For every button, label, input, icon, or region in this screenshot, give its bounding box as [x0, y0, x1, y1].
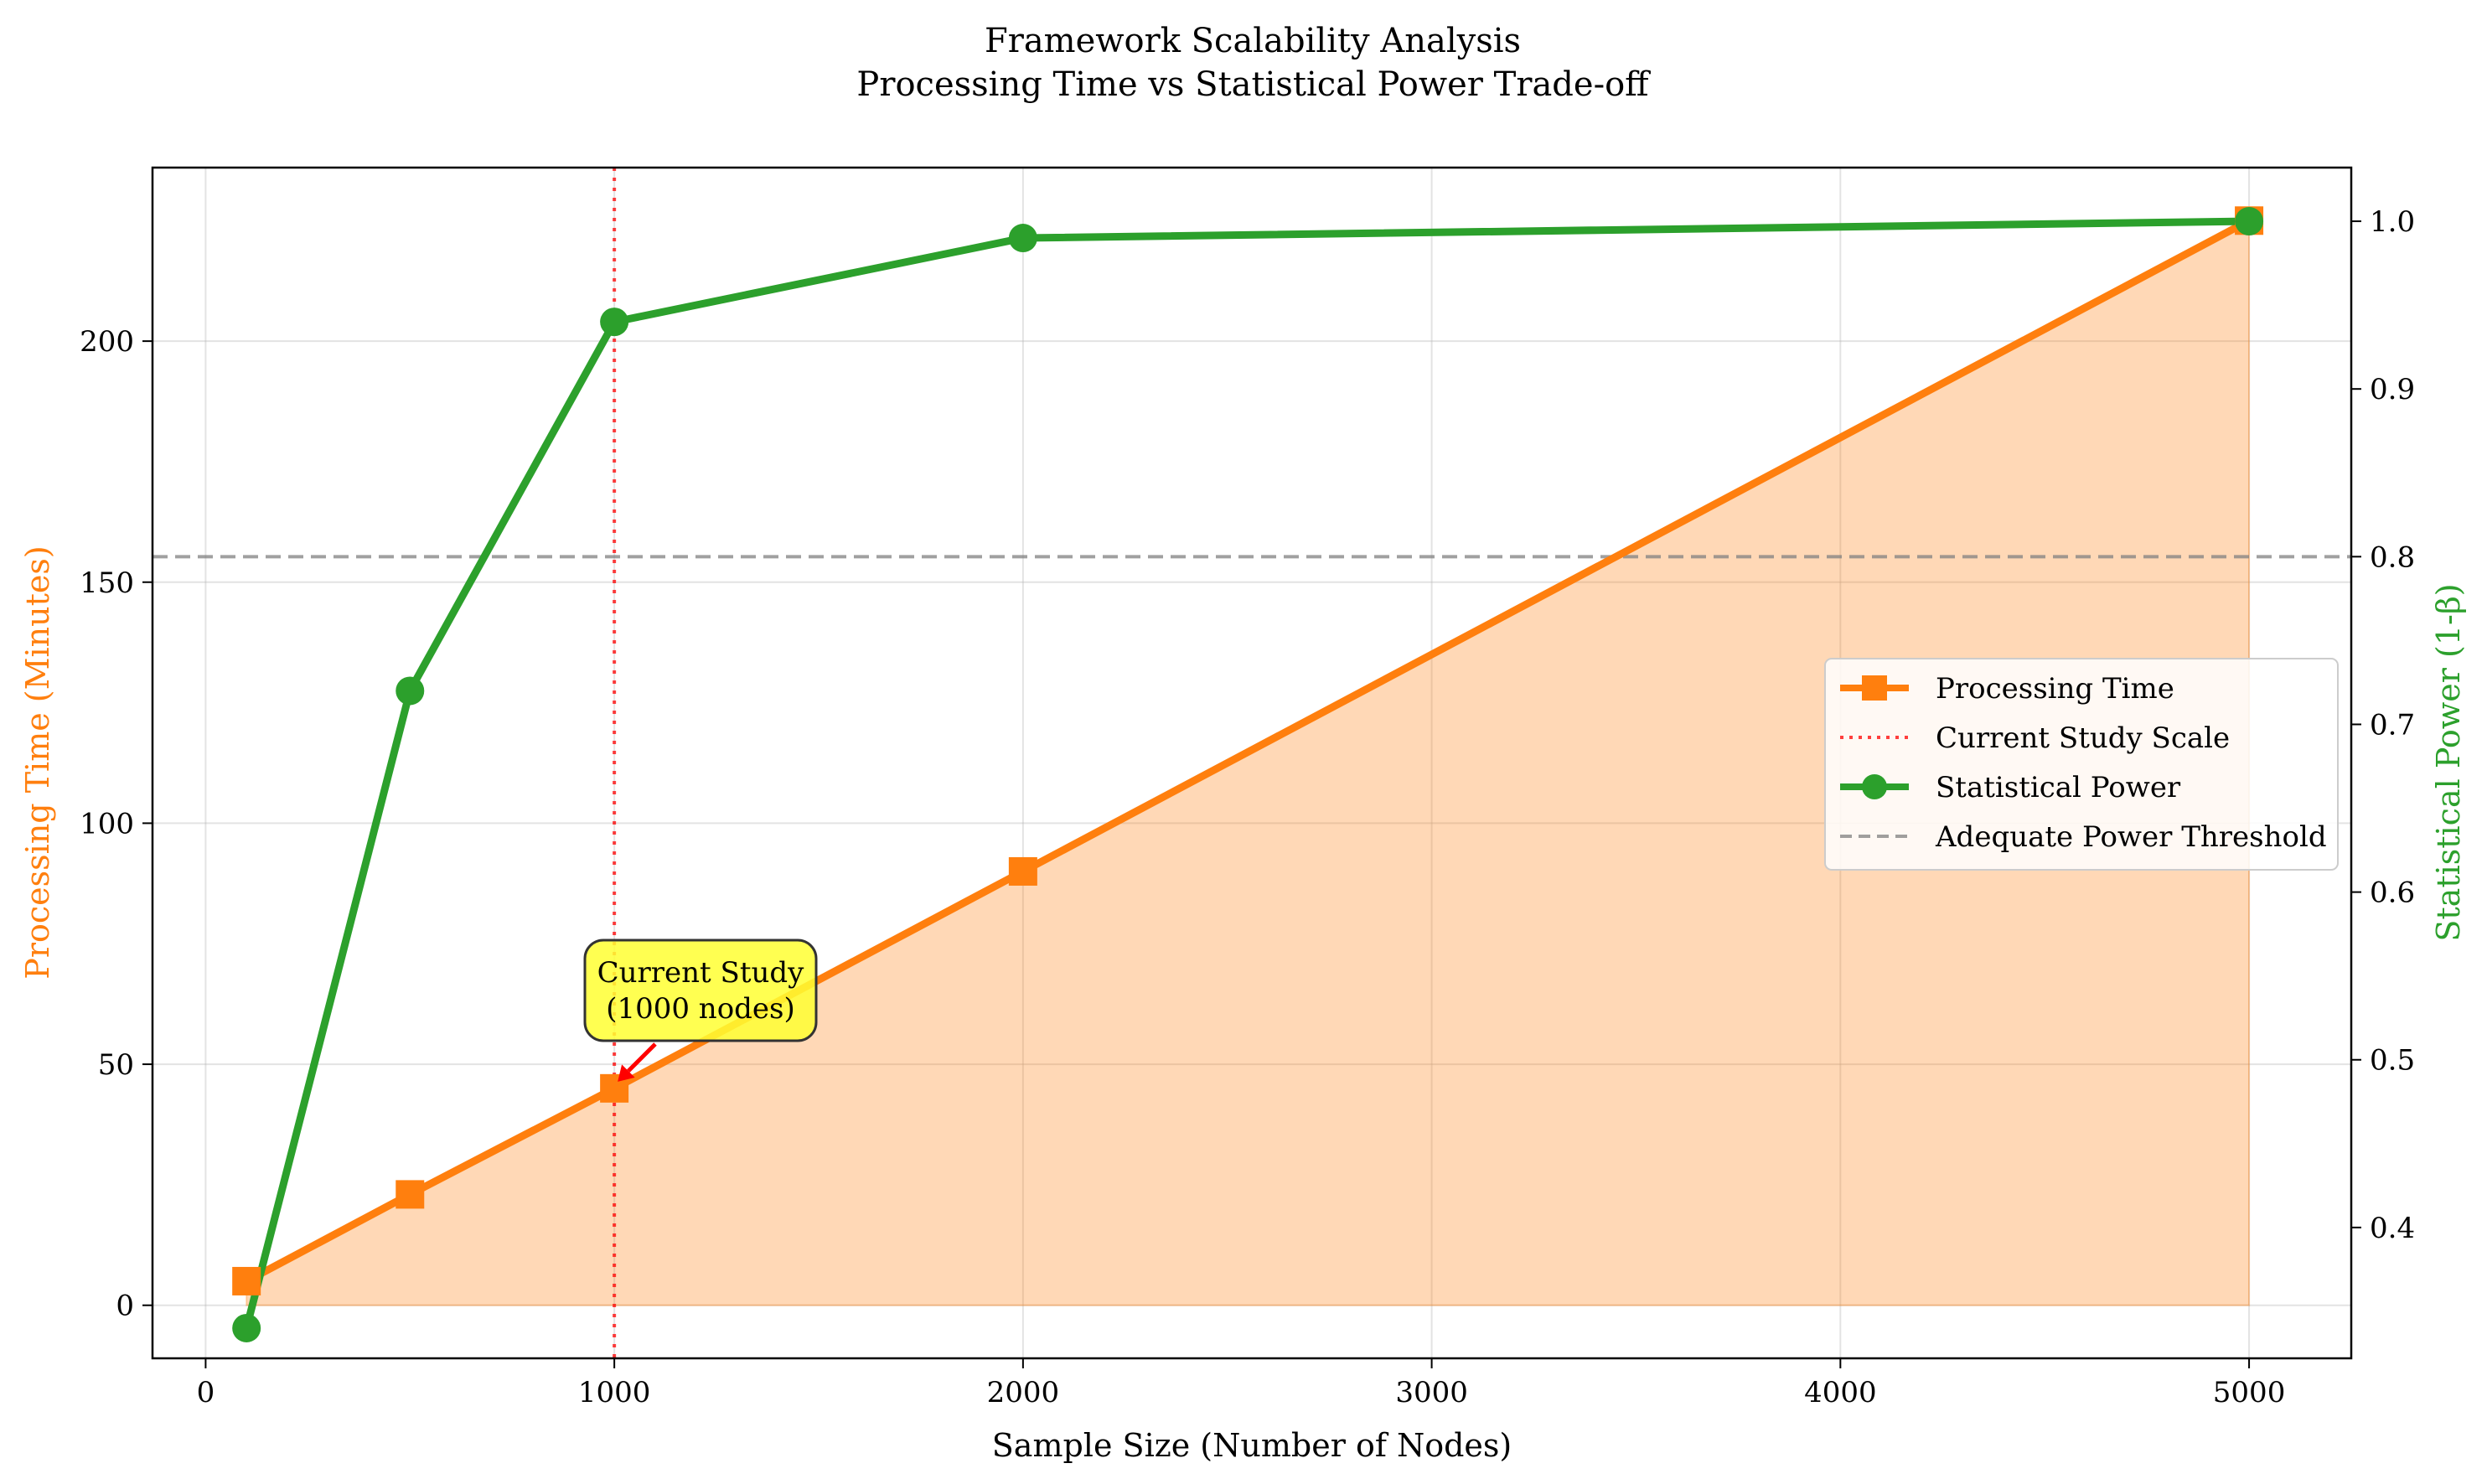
y-right-tick-label: 0.9	[2370, 373, 2415, 406]
y-right-tick-label: 0.6	[2370, 876, 2415, 910]
legend-label: Current Study Scale	[1936, 721, 2230, 755]
y-right-tick-label: 1.0	[2370, 205, 2415, 239]
legend-marker	[1862, 774, 1887, 799]
x-tick-label: 0	[197, 1376, 215, 1409]
chart-subtitle: Processing Time vs Statistical Power Tra…	[856, 65, 1651, 104]
annotation-arrow	[627, 1042, 657, 1073]
y-axis-right-label: Statistical Power (1-β)	[2430, 583, 2467, 941]
legend-box	[1824, 658, 2339, 871]
y-right-tick-label: 0.5	[2370, 1044, 2415, 1078]
y-left-tick-label: 150	[80, 566, 134, 600]
legend-item: Current Study Scale	[1840, 721, 2230, 755]
y-left-tick-label: 100	[80, 807, 134, 840]
y-right-tick-label: 0.7	[2370, 708, 2415, 742]
y-right-tick-label: 0.4	[2370, 1212, 2415, 1245]
axis-ticks: 0 1000 2000 3000 4000 5000 0 50 100 150 200 0.4 0.5 0…	[80, 205, 2415, 1409]
legend: Processing Time Current Study Scale Statis…	[1824, 658, 2339, 871]
x-tick-label: 1000	[578, 1376, 651, 1409]
x-axis-label: Sample Size (Number of Nodes)	[992, 1427, 1512, 1464]
legend-label: Adequate Power Threshold	[1935, 820, 2327, 854]
x-tick-label: 2000	[987, 1376, 1060, 1409]
legend-item: Statistical Power	[1840, 771, 2181, 804]
statistical-power-point	[600, 308, 629, 337]
processing-time-point	[396, 1180, 425, 1209]
chart-title: Framework Scalability Analysis	[985, 22, 1521, 60]
x-tick-label: 4000	[1804, 1376, 1877, 1409]
y-right-tick-label: 0.8	[2370, 540, 2415, 574]
legend-label: Processing Time	[1936, 672, 2174, 706]
y-axis-left-label: Processing Time (Minutes)	[19, 546, 56, 979]
legend-item: Processing Time	[1840, 672, 2174, 706]
statistical-power-point	[1008, 224, 1037, 253]
annotation-line2: (1000 nodes)	[606, 992, 795, 1026]
processing-time-point	[1008, 856, 1037, 886]
annotation-arrow-head	[618, 1064, 635, 1082]
x-tick-label: 3000	[1395, 1376, 1468, 1409]
y-left-tick-label: 50	[98, 1048, 134, 1082]
processing-time-point	[232, 1266, 261, 1295]
annotation-box	[583, 938, 818, 1042]
statistical-power-point	[2235, 207, 2264, 236]
y-left-tick-label: 200	[80, 325, 134, 359]
legend-item: Adequate Power Threshold	[1840, 820, 2327, 854]
x-tick-label: 5000	[2213, 1376, 2286, 1409]
legend-marker	[1862, 675, 1887, 701]
statistical-power-point	[396, 676, 425, 706]
plot-frame	[151, 166, 2353, 1360]
reference-lines	[153, 168, 2351, 1358]
current-study-annotation: Current Study (1000 nodes)	[583, 938, 818, 1082]
annotation-line1: Current Study	[597, 956, 805, 990]
statistical-power-point	[232, 1313, 261, 1342]
legend-label: Statistical Power	[1936, 771, 2181, 804]
y-left-tick-label: 0	[116, 1290, 134, 1323]
